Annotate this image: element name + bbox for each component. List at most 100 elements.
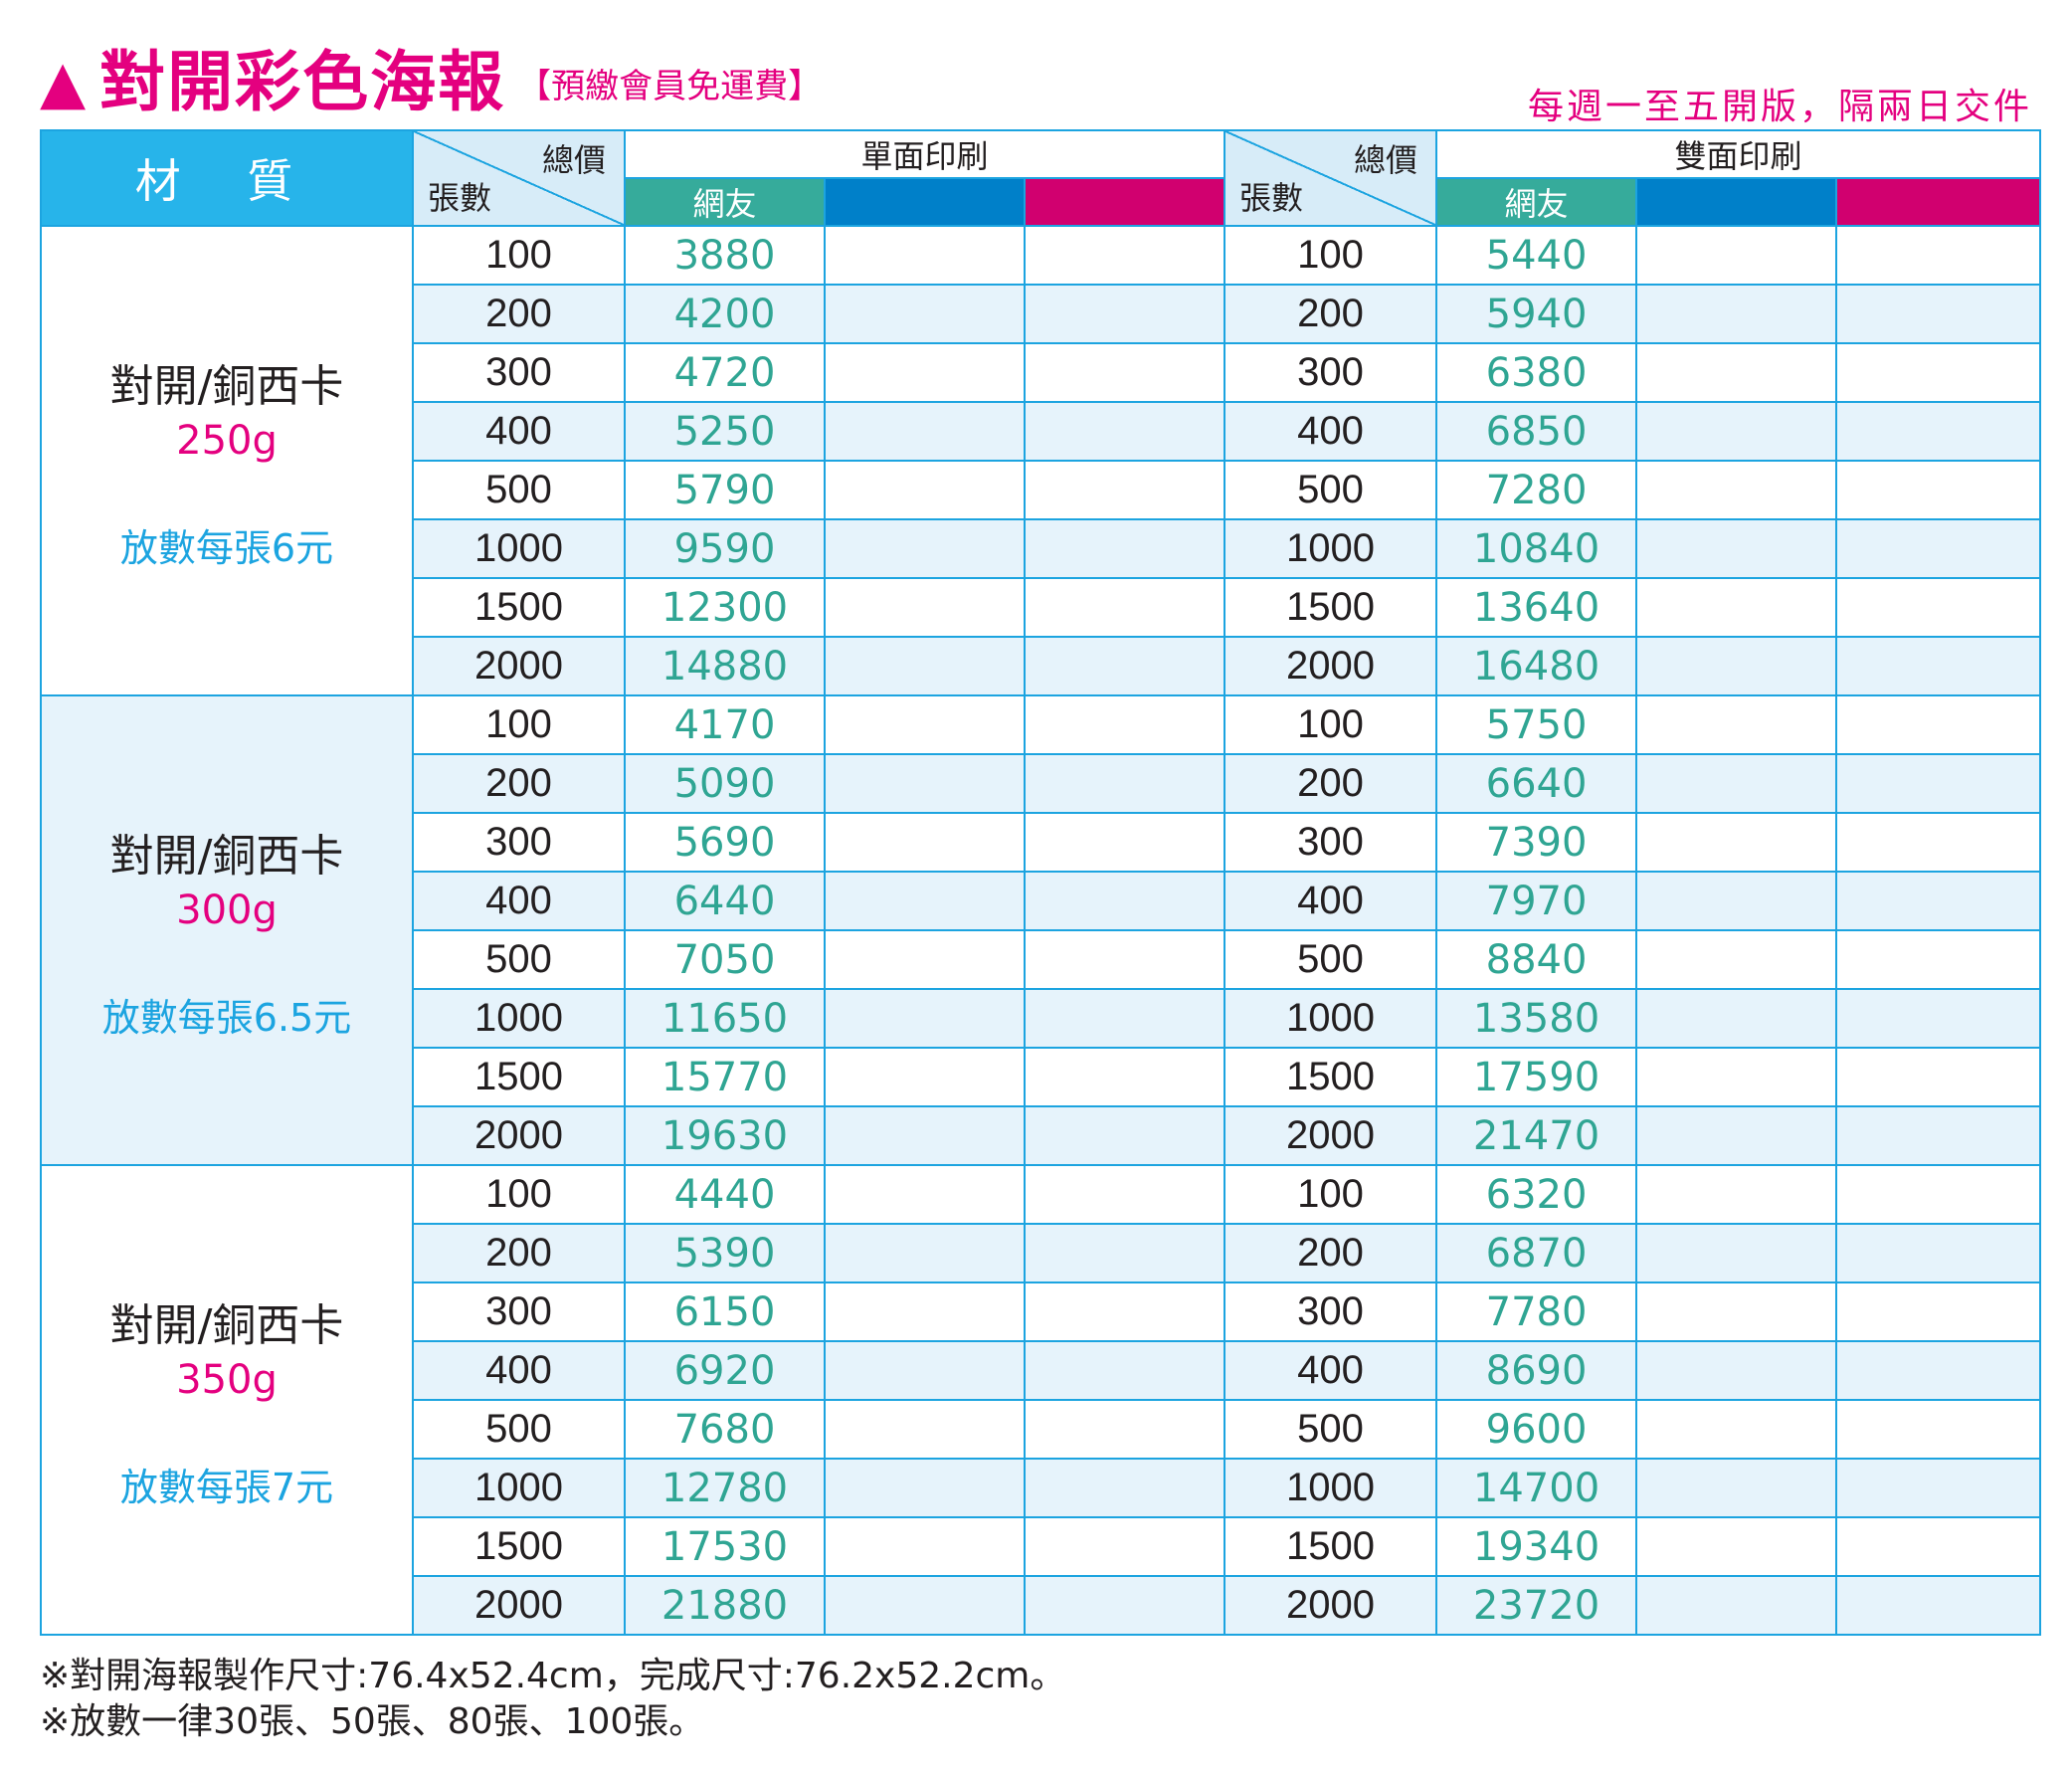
- table-row: 對開/銅西卡 350g 放數每張7元 100 4440 100 6320: [40, 1164, 2042, 1636]
- qty-cell: 1500: [1224, 1047, 1438, 1107]
- empty-cell: [1023, 988, 1226, 1049]
- total-label: 總價: [1354, 141, 1418, 179]
- table-row: 500 7050 500 8840: [41, 929, 2042, 990]
- qty-cell: 2000: [1224, 636, 1438, 696]
- material-group: 對開/銅西卡 350g 放數每張7元 100 4440 100 6320 200 5390 200…: [40, 1164, 2042, 1636]
- double-side-price: 8690: [1435, 1340, 1638, 1401]
- qty-cell: 1000: [1224, 518, 1438, 579]
- qty-total-header-double: 總價 張數: [1224, 129, 1438, 227]
- table-row: 1500 17530 1500 19340: [41, 1516, 2042, 1577]
- note-size: ※對開海報製作尺寸:76.4x52.4cm，完成尺寸:76.2x52.2cm。: [40, 1656, 1066, 1696]
- qty-cell: 500: [1224, 460, 1438, 520]
- qty-cell: 500: [412, 460, 626, 520]
- qty-cell: 1000: [1224, 988, 1438, 1049]
- table-row: 2000 14880 2000 16480: [41, 636, 2042, 696]
- empty-cell: [1835, 401, 2042, 462]
- material-cell: 對開/銅西卡 350g 放數每張7元: [40, 1164, 414, 1636]
- table-row: 1000 9590 1000 10840: [41, 518, 2042, 579]
- qty-cell: 300: [412, 1281, 626, 1342]
- qty-cell: 2000: [1224, 1105, 1438, 1166]
- single-side-price: 5790: [624, 460, 826, 520]
- qty-cell: 2000: [412, 1575, 626, 1636]
- empty-cell: [1835, 518, 2042, 579]
- qty-cell: 500: [412, 929, 626, 990]
- qty-cell: 1000: [412, 988, 626, 1049]
- empty-cell: [1835, 1047, 2042, 1107]
- empty-cell: [1835, 1458, 2042, 1518]
- empty-cell: [1835, 753, 2042, 814]
- empty-cell: [1023, 1047, 1226, 1107]
- double-side-price: 23720: [1435, 1575, 1638, 1636]
- table-row: 200 4200 200 5940: [41, 284, 2042, 344]
- triangle-icon: ▲: [40, 48, 87, 117]
- qty-cell: 400: [412, 401, 626, 462]
- qty-cell: 200: [412, 753, 626, 814]
- single-side-price: 5250: [624, 401, 826, 462]
- single-side-price: 11650: [624, 988, 826, 1049]
- material-group: 對開/銅西卡 300g 放數每張6.5元 100 4170 100 5750 200 5090 2…: [40, 694, 2042, 1166]
- material-cell: 對開/銅西卡 250g 放數每張6元: [40, 225, 414, 696]
- count-label: 張數: [428, 179, 492, 217]
- single-side-price: 15770: [624, 1047, 826, 1107]
- single-side-price: 21880: [624, 1575, 826, 1636]
- empty-cell: [1635, 460, 1838, 520]
- double-side-price: 5940: [1435, 284, 1638, 344]
- empty-cell: [1835, 694, 2042, 755]
- empty-cell: [1023, 342, 1226, 403]
- table-row: 對開/銅西卡 300g 放數每張6.5元 100 4170 100 5750: [40, 694, 2042, 1166]
- material-name: 對開/銅西卡: [109, 1299, 344, 1351]
- title-row: ▲ 對開彩色海報 【預繳會員免運費】: [40, 38, 822, 127]
- qty-cell: 300: [412, 342, 626, 403]
- empty-cell: [1635, 284, 1838, 344]
- empty-cell: [1023, 812, 1226, 873]
- double-side-price: 19340: [1435, 1516, 1638, 1577]
- empty-cell: [824, 1164, 1026, 1225]
- double-side-price: 17590: [1435, 1047, 1638, 1107]
- empty-cell: [1023, 225, 1226, 286]
- empty-cell: [1023, 929, 1226, 990]
- table-row: 400 6440 400 7970: [41, 871, 2042, 931]
- single-side-price: 7680: [624, 1399, 826, 1460]
- empty-cell: [1635, 871, 1838, 931]
- table-row: 300 4720 300 6380: [41, 342, 2042, 403]
- empty-cell: [824, 1281, 1026, 1342]
- qty-cell: 2000: [1224, 1575, 1438, 1636]
- qty-total-header-single: 總價 張數: [412, 129, 626, 227]
- qty-cell: 1000: [1224, 1458, 1438, 1518]
- empty-cell: [1635, 753, 1838, 814]
- empty-cell: [1835, 1340, 2042, 1401]
- double-side-price: 13580: [1435, 988, 1638, 1049]
- qty-cell: 400: [412, 871, 626, 931]
- qty-cell: 200: [1224, 1223, 1438, 1283]
- empty-cell: [824, 342, 1026, 403]
- table-row: 2000 19630 2000 21470: [41, 1105, 2042, 1166]
- single-side-price: 3880: [624, 225, 826, 286]
- qty-cell: 2000: [412, 636, 626, 696]
- single-side-price: 5090: [624, 753, 826, 814]
- single-side-price: 6440: [624, 871, 826, 931]
- empty-cell: [1635, 929, 1838, 990]
- single-side-price: 7050: [624, 929, 826, 990]
- qty-cell: 200: [412, 1223, 626, 1283]
- empty-cell: [824, 694, 1026, 755]
- empty-cell: [1635, 1399, 1838, 1460]
- qty-cell: 400: [1224, 871, 1438, 931]
- empty-cell: [824, 636, 1026, 696]
- empty-cell: [1023, 401, 1226, 462]
- table-row: 1000 12780 1000 14700: [41, 1458, 2042, 1518]
- empty-cell: [1023, 460, 1226, 520]
- empty-cell: [824, 753, 1026, 814]
- table-row: 500 7680 500 9600: [41, 1399, 2042, 1460]
- qty-cell: 1500: [412, 577, 626, 638]
- qty-cell: 300: [1224, 342, 1438, 403]
- overrun-price-note: 放數每張6.5元: [101, 995, 352, 1040]
- qty-cell: 1500: [1224, 577, 1438, 638]
- qty-cell: 300: [1224, 812, 1438, 873]
- blue-tier-header-single: [824, 177, 1026, 227]
- double-side-price: 14700: [1435, 1458, 1638, 1518]
- empty-cell: [1635, 694, 1838, 755]
- footer-notes: ※對開海報製作尺寸:76.4x52.4cm，完成尺寸:76.2x52.2cm。 …: [40, 1654, 1065, 1745]
- empty-cell: [1023, 1399, 1226, 1460]
- empty-cell: [1023, 284, 1226, 344]
- table-row: 400 6920 400 8690: [41, 1340, 2042, 1401]
